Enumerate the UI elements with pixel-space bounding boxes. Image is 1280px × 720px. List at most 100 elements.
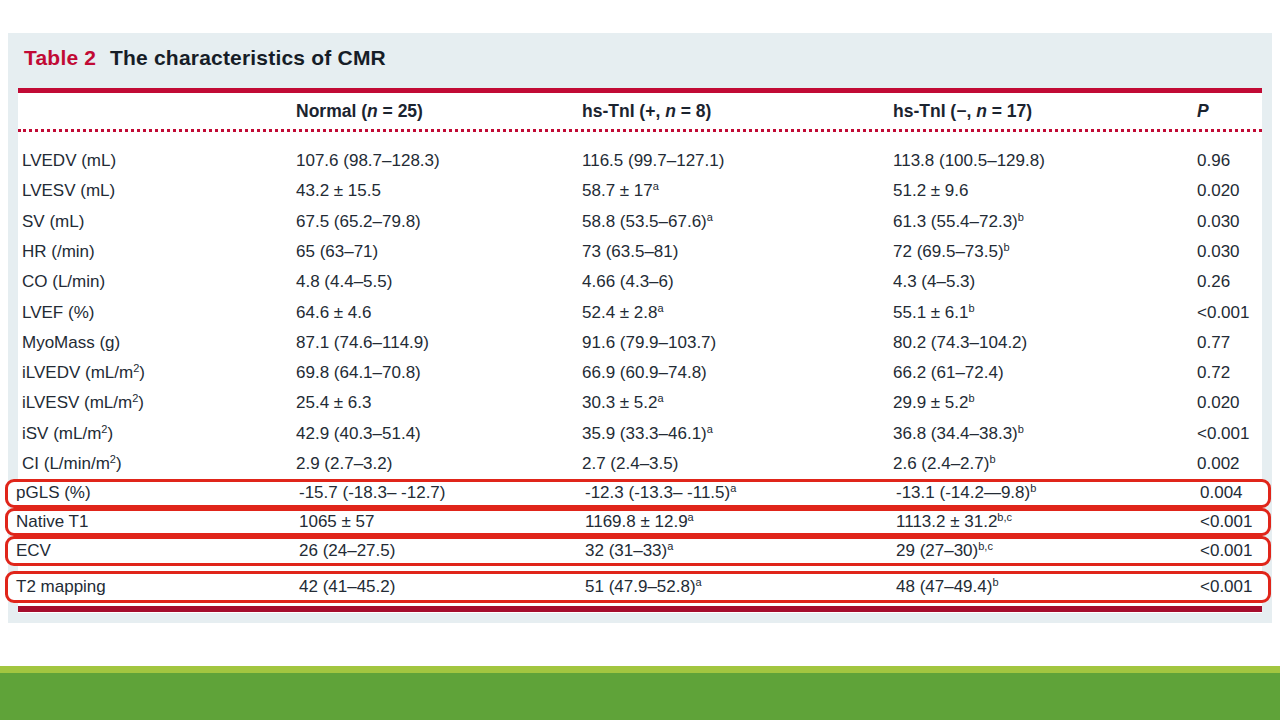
- cell: 73 (63.5–81): [582, 237, 678, 267]
- table-row-highlighted: Native T1 1065 ± 57 1169.8 ± 12.9a 1113.2 ±…: [5, 508, 1271, 537]
- row-label: CO (L/min): [22, 267, 105, 297]
- cell: 4.3 (4–5.3): [893, 267, 975, 297]
- table-number-label: Table 2: [24, 44, 96, 72]
- cell: 58.8 (53.5–67.6)a: [582, 207, 713, 237]
- cell: 67.5 (65.2–79.8): [296, 207, 421, 237]
- footer-green-bar: [0, 673, 1280, 720]
- table-row: LVEF (%) 64.6 ± 4.6 52.4 ± 2.8a 55.1 ± 6.1b…: [0, 298, 1280, 328]
- table-title-text: The characteristics of CMR: [110, 44, 386, 72]
- column-header: hs-TnI (+, n = 8): [582, 97, 711, 125]
- cell: 0.030: [1197, 237, 1240, 267]
- cell: 51.2 ± 9.6: [893, 176, 969, 206]
- cell: 116.5 (99.7–127.1): [582, 146, 724, 176]
- cell: 1113.2 ± 31.2b,c: [896, 511, 1012, 533]
- cell: 0.004: [1200, 482, 1243, 504]
- cell: 58.7 ± 17a: [582, 176, 659, 206]
- row-label: SV (mL): [22, 207, 84, 237]
- cell: 107.6 (98.7–128.3): [296, 146, 440, 176]
- table-row: iLVESV (mL/m2) 25.4 ± 6.3 30.3 ± 5.2a 29.9 …: [0, 388, 1280, 418]
- column-header: Normal (n = 25): [296, 97, 423, 125]
- cell: 0.96: [1197, 146, 1230, 176]
- cell: 42.9 (40.3–51.4): [296, 419, 421, 449]
- table-row-highlighted: pGLS (%) -15.7 (-18.3– -12.7) -12.3 (-13.3…: [5, 479, 1271, 508]
- cell: 64.6 ± 4.6: [296, 298, 372, 328]
- table-row: CO (L/min) 4.8 (4.4–5.5) 4.66 (4.3–6) 4.3 (…: [0, 267, 1280, 297]
- cell: -13.1 (-14.2—9.8)b: [896, 482, 1036, 504]
- row-label: pGLS (%): [16, 482, 91, 504]
- cell: 2.7 (2.4–3.5): [582, 449, 678, 479]
- cell: 29 (27–30)b,c: [896, 539, 993, 562]
- cell: 2.9 (2.7–3.2): [296, 449, 392, 479]
- table-row: CI (L/min/m2) 2.9 (2.7–3.2) 2.7 (2.4–3.5) 2…: [0, 449, 1280, 479]
- cell: 61.3 (55.4–72.3)b: [893, 207, 1024, 237]
- cell: 1065 ± 57: [299, 511, 375, 533]
- table-row: SV (mL) 67.5 (65.2–79.8) 58.8 (53.5–67.6)a…: [0, 207, 1280, 237]
- cell: 91.6 (79.9–103.7): [582, 328, 716, 358]
- table-row: LVESV (mL) 43.2 ± 15.5 58.7 ± 17a 51.2 ± 9.…: [0, 176, 1280, 206]
- row-label: LVEDV (mL): [22, 146, 116, 176]
- cell: 113.8 (100.5–129.8): [893, 146, 1045, 176]
- cell: <0.001: [1197, 419, 1249, 449]
- table-row: iSV (mL/m2) 42.9 (40.3–51.4) 35.9 (33.3–46…: [0, 419, 1280, 449]
- table-row-highlighted: T2 mapping 42 (41–45.2) 51 (47.9–52.8)a 48 …: [5, 571, 1271, 603]
- cell: 36.8 (34.4–38.3)b: [893, 419, 1024, 449]
- table-row-highlighted: ECV26 (24–27.5)32 (31–33)a29 (27–30)b,c<…: [5, 536, 1271, 566]
- cell: 65 (63–71): [296, 237, 378, 267]
- row-label: HR (/min): [22, 237, 95, 267]
- cell: 69.8 (64.1–70.8): [296, 358, 421, 388]
- row-label: T2 mapping: [16, 574, 106, 599]
- cell: 72 (69.5–73.5)b: [893, 237, 1010, 267]
- cell: 0.002: [1197, 449, 1240, 479]
- column-header: P: [1197, 97, 1209, 125]
- row-label: Native T1: [16, 511, 88, 533]
- cell: <0.001: [1200, 511, 1252, 533]
- table-row: HR (/min) 65 (63–71) 73 (63.5–81) 72 (69.5–…: [0, 237, 1280, 267]
- table-row: MyoMass (g) 87.1 (74.6–114.9) 91.6 (79.9–1…: [0, 328, 1280, 358]
- row-label: CI (L/min/m2): [22, 449, 122, 479]
- row-label: iLVEDV (mL/m2): [22, 358, 145, 388]
- dotted-divider: [18, 129, 1262, 132]
- cell: 43.2 ± 15.5: [296, 176, 381, 206]
- cell: 4.66 (4.3–6): [582, 267, 674, 297]
- cell: <0.001: [1200, 574, 1252, 599]
- row-label: iSV (mL/m2): [22, 419, 113, 449]
- bottom-rule: [18, 606, 1262, 612]
- cell: 55.1 ± 6.1b: [893, 298, 975, 328]
- cell: 35.9 (33.3–46.1)a: [582, 419, 713, 449]
- cell: 52.4 ± 2.8a: [582, 298, 664, 328]
- cell: 1169.8 ± 12.9a: [585, 511, 694, 533]
- row-label: LVEF (%): [22, 298, 94, 328]
- cell: -12.3 (-13.3– -11.5)a: [585, 482, 736, 504]
- cell: 4.8 (4.4–5.5): [296, 267, 392, 297]
- cell: 66.2 (61–72.4): [893, 358, 1004, 388]
- cell: 26 (24–27.5): [299, 539, 395, 562]
- row-label: MyoMass (g): [22, 328, 120, 358]
- row-label: LVESV (mL): [22, 176, 115, 206]
- row-label: ECV: [16, 539, 51, 562]
- cell: 25.4 ± 6.3: [296, 388, 372, 418]
- footer-accent-bar: [0, 666, 1280, 673]
- header-row: Normal (n = 25) hs-TnI (+, n = 8) hs-TnI (…: [0, 97, 1280, 125]
- cell: 30.3 ± 5.2a: [582, 388, 664, 418]
- cell: 0.020: [1197, 176, 1240, 206]
- cell: 0.72: [1197, 358, 1230, 388]
- cell: 66.9 (60.9–74.8): [582, 358, 707, 388]
- cell: 87.1 (74.6–114.9): [296, 328, 429, 358]
- cell: 48 (47–49.4)b: [896, 574, 999, 599]
- cell: 80.2 (74.3–104.2): [893, 328, 1027, 358]
- table-row: iLVEDV (mL/m2) 69.8 (64.1–70.8) 66.9 (60.9…: [0, 358, 1280, 388]
- cell: 2.6 (2.4–2.7)b: [893, 449, 996, 479]
- table-row: LVEDV (mL) 107.6 (98.7–128.3) 116.5 (99.7–…: [0, 146, 1280, 176]
- cell: 29.9 ± 5.2b: [893, 388, 975, 418]
- cell: 42 (41–45.2): [299, 574, 395, 599]
- cell: <0.001: [1200, 539, 1252, 562]
- cell: 0.020: [1197, 388, 1240, 418]
- cell: 0.030: [1197, 207, 1240, 237]
- cell: <0.001: [1197, 298, 1249, 328]
- row-label: iLVESV (mL/m2): [22, 388, 144, 418]
- cell: 51 (47.9–52.8)a: [585, 574, 702, 599]
- column-header: hs-TnI (−, n = 17): [893, 97, 1032, 125]
- cell: 0.77: [1197, 328, 1230, 358]
- cell: -15.7 (-18.3– -12.7): [299, 482, 445, 504]
- cell: 0.26: [1197, 267, 1230, 297]
